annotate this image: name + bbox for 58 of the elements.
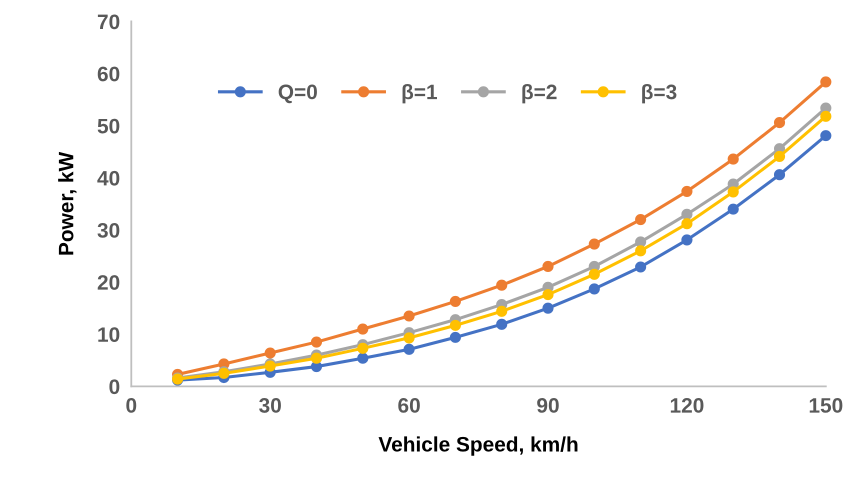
legend-label: Q=0 (278, 84, 317, 104)
point (635, 261, 646, 273)
x-tick-label: 90 (537, 398, 559, 413)
y-tick-label: 50 (98, 118, 120, 134)
x-tick-label: 150 (810, 398, 842, 413)
point (681, 208, 692, 220)
y-tick-label: 30 (97, 222, 120, 238)
point (357, 323, 368, 335)
point (450, 332, 461, 343)
point (310, 336, 322, 348)
point (774, 117, 786, 128)
x-tick-label: 30 (259, 398, 281, 413)
point (542, 289, 554, 300)
x-tick-label: 60 (398, 398, 420, 413)
point (450, 296, 461, 307)
point (820, 110, 832, 122)
point (357, 352, 368, 364)
point (450, 320, 461, 331)
point (635, 214, 646, 226)
point (681, 218, 692, 230)
point (681, 186, 692, 197)
point (542, 302, 554, 314)
point (820, 130, 832, 142)
point (774, 150, 786, 162)
point (728, 204, 739, 215)
point (404, 332, 415, 344)
point (774, 169, 786, 180)
x-axis-title: Vehicle Speed, km/h (378, 436, 578, 456)
point (404, 310, 415, 322)
y-tick-label: 0 (109, 379, 120, 394)
point (496, 280, 508, 291)
point (404, 344, 415, 355)
legend-label: β=3 (642, 84, 676, 104)
point (728, 154, 739, 165)
point (357, 342, 368, 354)
point (588, 283, 600, 294)
y-tick-label: 60 (98, 66, 120, 82)
y-tick-label: 20 (98, 275, 120, 290)
point (681, 234, 692, 246)
point (820, 76, 832, 88)
point (542, 260, 554, 272)
point (310, 352, 322, 364)
point (588, 268, 600, 280)
point (635, 245, 646, 256)
legend-label: β=1 (402, 84, 437, 104)
point (728, 186, 739, 198)
y-tick-label: 70 (98, 14, 120, 30)
point (635, 236, 646, 248)
point (496, 306, 508, 317)
y-axis-title: Power, kW (58, 152, 76, 255)
x-tick-label: 0 (126, 398, 136, 413)
point (264, 347, 276, 359)
legend-label: β=2 (522, 84, 557, 104)
point (588, 238, 600, 250)
x-tick-label: 120 (670, 398, 704, 413)
point (496, 318, 508, 330)
y-tick-label: 40 (97, 170, 120, 186)
y-tick-label: 10 (98, 327, 120, 342)
